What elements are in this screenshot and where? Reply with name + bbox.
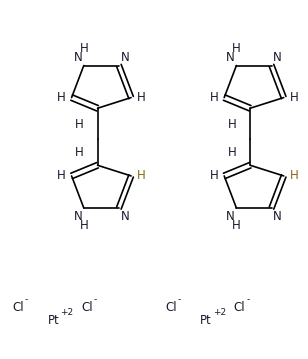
Text: Cl: Cl: [81, 301, 93, 314]
Text: N: N: [273, 51, 282, 64]
Text: Pt: Pt: [47, 314, 59, 327]
Text: N: N: [273, 210, 282, 223]
Text: N: N: [120, 210, 129, 223]
Text: N: N: [120, 51, 129, 64]
Text: H: H: [232, 219, 241, 232]
Text: N: N: [74, 210, 82, 223]
Text: H: H: [79, 42, 88, 55]
Text: H: H: [228, 146, 237, 159]
Text: H: H: [137, 169, 146, 182]
Text: H: H: [137, 91, 146, 104]
Text: H: H: [57, 91, 66, 104]
Text: H: H: [210, 169, 219, 182]
Text: -: -: [177, 295, 181, 304]
Text: H: H: [228, 118, 237, 131]
Text: N: N: [74, 51, 82, 64]
Text: H: H: [232, 42, 241, 55]
Text: -: -: [94, 295, 97, 304]
Text: Cl: Cl: [12, 301, 24, 314]
Text: H: H: [57, 169, 66, 182]
Text: -: -: [25, 295, 28, 304]
Text: H: H: [79, 219, 88, 232]
Text: H: H: [290, 169, 298, 182]
Text: +2: +2: [213, 308, 226, 317]
Text: N: N: [226, 51, 235, 64]
Text: -: -: [246, 295, 249, 304]
Text: H: H: [75, 146, 84, 159]
Text: Cl: Cl: [165, 301, 176, 314]
Text: H: H: [210, 91, 219, 104]
Text: H: H: [290, 91, 298, 104]
Text: H: H: [75, 118, 84, 131]
Text: N: N: [226, 210, 235, 223]
Text: Pt: Pt: [200, 314, 212, 327]
Text: +2: +2: [60, 308, 73, 317]
Text: Cl: Cl: [234, 301, 245, 314]
